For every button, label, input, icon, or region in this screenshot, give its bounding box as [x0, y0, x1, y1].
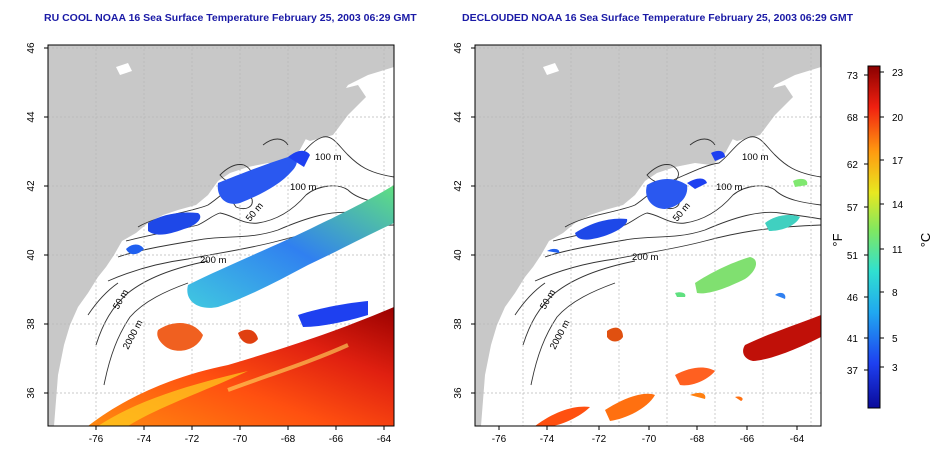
- fahrenheit-tick: 37: [847, 366, 859, 377]
- contour-label: 100 m: [742, 152, 768, 163]
- fahrenheit-tick: 57: [847, 203, 859, 214]
- fahrenheit-tick: 68: [847, 113, 859, 124]
- left-sst-map: 100 m 100 m 50 m 200 m 50 m 2000 m -76 -…: [26, 42, 395, 445]
- contour-label: 100 m: [315, 152, 341, 163]
- contour-label: 100 m: [290, 182, 316, 193]
- celsius-tick: 14: [892, 200, 904, 211]
- colorbar-gradient: [867, 65, 881, 409]
- right-map-title: DECLOUDED NOAA 16 Sea Surface Temperatur…: [462, 12, 853, 24]
- x-tick-label: -64: [377, 434, 392, 445]
- left-map-title: RU COOL NOAA 16 Sea Surface Temperature …: [44, 12, 417, 24]
- sst-georges-blob: [217, 156, 297, 204]
- fahrenheit-axis-label: °F: [830, 233, 845, 246]
- x-tick-label: -72: [185, 434, 200, 445]
- contour-label: 200 m: [632, 252, 658, 263]
- fahrenheit-tick: 51: [847, 251, 859, 262]
- x-tick-label: -76: [492, 434, 507, 445]
- y-tick-label: 44: [453, 111, 464, 123]
- sst-slope-water: [187, 185, 394, 308]
- y-tick-label: 44: [26, 111, 37, 123]
- x-tick-label: -68: [690, 434, 705, 445]
- right-map-frame: [474, 44, 822, 427]
- y-tick-label: 46: [453, 42, 464, 54]
- right-sst-map: 100 m 100 m 50 m 200 m 50 m 2000 m -76 -…: [453, 42, 822, 445]
- fahrenheit-tick: 46: [847, 293, 859, 304]
- y-tick-label: 40: [453, 249, 464, 261]
- celsius-tick: 11: [892, 245, 903, 256]
- celsius-axis-label: °C: [918, 233, 933, 248]
- y-tick-label: 38: [26, 318, 37, 330]
- left-map-frame: [47, 44, 395, 427]
- contour-label: 100 m: [716, 182, 742, 193]
- sst-georges-blob: [646, 179, 688, 209]
- x-tick-label: -70: [233, 434, 248, 445]
- x-tick-label: -72: [592, 434, 607, 445]
- x-tick-label: -66: [740, 434, 755, 445]
- y-tick-label: 38: [453, 318, 464, 330]
- y-tick-label: 42: [453, 180, 464, 192]
- fahrenheit-tick: 41: [847, 334, 859, 345]
- y-tick-label: 40: [26, 249, 37, 261]
- sst-gulf-stream: [743, 315, 821, 361]
- contour-label: 200 m: [200, 255, 226, 266]
- x-tick-label: -74: [540, 434, 555, 445]
- sst-slope-water: [695, 257, 757, 294]
- celsius-tick: 17: [892, 156, 904, 167]
- x-tick-label: -64: [790, 434, 805, 445]
- celsius-tick: 20: [892, 113, 904, 124]
- x-tick-label: -68: [281, 434, 296, 445]
- temperature-colorbar: 73 68 62 57 51 46 41 37 23 20 17 14 11 8…: [830, 65, 933, 409]
- y-tick-label: 36: [26, 387, 37, 399]
- y-tick-label: 42: [26, 180, 37, 192]
- y-tick-label: 46: [26, 42, 37, 54]
- celsius-tick: 3: [892, 363, 898, 374]
- celsius-tick: 5: [892, 334, 898, 345]
- x-tick-label: -66: [329, 434, 344, 445]
- x-tick-label: -76: [89, 434, 104, 445]
- y-tick-label: 36: [453, 387, 464, 399]
- x-tick-label: -74: [137, 434, 152, 445]
- fahrenheit-tick: 62: [847, 160, 859, 171]
- celsius-tick: 8: [892, 288, 898, 299]
- fahrenheit-tick: 73: [847, 71, 859, 82]
- x-tick-label: -70: [642, 434, 657, 445]
- celsius-tick: 23: [892, 68, 904, 79]
